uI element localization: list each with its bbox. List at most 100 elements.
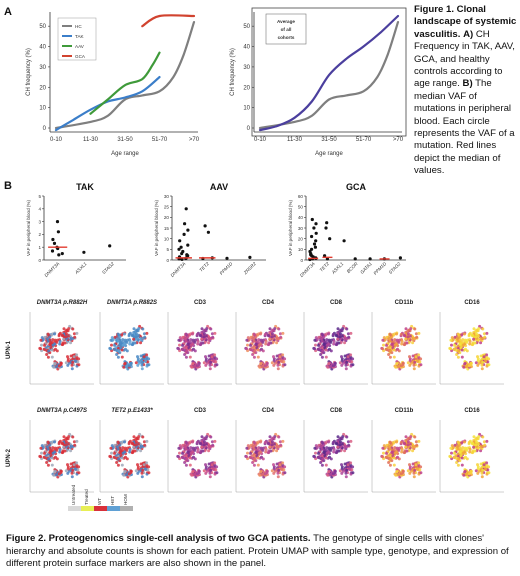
- caption-a-text: CH Frequency in TAK, AAV, GCA, and healt…: [414, 28, 515, 90]
- umap-cell: [394, 365, 398, 369]
- umap-cell: [136, 363, 140, 367]
- umap-cell: [207, 341, 211, 345]
- umap-cell: [43, 335, 47, 339]
- umap-cell: [264, 450, 268, 454]
- umap-cell: [396, 455, 399, 459]
- data-point: [353, 257, 357, 261]
- legend: HC TAK AAV GCA: [57, 17, 97, 61]
- umap-cell: [317, 343, 320, 347]
- umap-cell: [407, 328, 411, 332]
- umap-cell: [283, 363, 287, 367]
- umap-cell: [411, 337, 415, 341]
- umap-cell: [469, 469, 473, 473]
- umap-cell: [458, 335, 462, 339]
- umap-cell: [39, 347, 43, 351]
- umap-cell: [178, 336, 182, 340]
- umap-cell: [251, 337, 255, 341]
- umap-cell: [385, 443, 389, 447]
- umap-cell: [326, 473, 330, 477]
- data-point: [310, 234, 314, 239]
- y-tick-label: 0: [166, 258, 169, 263]
- umap-cell: [465, 448, 469, 452]
- figure1-caption-title: Figure 1. Clonal landscape of systemic v…: [414, 4, 517, 40]
- umap-cell: [416, 359, 419, 363]
- umap-cell: [69, 462, 73, 466]
- umap-cell: [115, 353, 119, 356]
- umap-cell: [58, 342, 62, 346]
- umap-cell: [275, 341, 279, 345]
- umap-cell: [66, 355, 69, 359]
- y-tick-label: 30: [164, 194, 170, 199]
- umap-cell: [449, 338, 453, 342]
- umap-cell: [54, 347, 57, 351]
- umap-cell: [60, 451, 64, 455]
- umap-cell: [204, 355, 207, 359]
- data-point: [314, 231, 318, 235]
- umap-cell: [400, 339, 404, 343]
- umap-cell: [485, 353, 489, 357]
- umap-cell: [474, 440, 478, 444]
- umap-cell: [134, 443, 138, 447]
- umap-cell: [211, 443, 215, 447]
- series-line-gca: [141, 14, 196, 28]
- legend-label-hc: HC: [75, 24, 82, 29]
- umap-cell: [196, 342, 200, 346]
- umap-cell: [60, 441, 64, 445]
- umap-cell: [263, 440, 267, 444]
- umap-panel: [448, 324, 491, 371]
- umap-cell: [145, 461, 149, 465]
- umap-cell: [204, 363, 208, 367]
- umap-cell: [75, 461, 79, 465]
- umap-cell: [202, 469, 206, 473]
- umap-cell: [327, 338, 331, 342]
- umap-cell: [142, 332, 146, 336]
- umap-cell: [198, 451, 202, 455]
- umap-cell: [207, 462, 211, 466]
- umap-cell: [395, 469, 399, 473]
- umap-cell: [486, 360, 490, 364]
- y-axis-label: VAF in peripheral blood (%): [288, 199, 293, 256]
- umap-cell: [279, 335, 283, 339]
- y-tick-label: 30: [243, 65, 250, 71]
- x-tick-label: STAG2: [101, 261, 115, 275]
- umap-cell: [464, 347, 467, 351]
- umap-cell: [132, 337, 136, 341]
- umap-cell: [259, 332, 262, 336]
- umap-panel-title: DNMT3A p.R882H: [37, 300, 88, 306]
- umap-cell: [453, 343, 456, 347]
- umap-cell: [249, 335, 253, 339]
- umap-cell: [412, 471, 416, 475]
- umap-cell: [146, 468, 150, 472]
- umap-cell: [384, 347, 388, 351]
- umap-cell: [395, 338, 399, 342]
- umap-cell: [458, 443, 462, 447]
- umap-cell: [74, 359, 77, 363]
- umap-cell: [319, 445, 323, 449]
- umap-cell: [325, 343, 329, 347]
- umap-cell: [281, 439, 285, 443]
- umap-cell: [450, 451, 453, 455]
- umap-cell: [112, 347, 116, 351]
- umap-cell: [407, 436, 411, 440]
- umap-cell: [313, 338, 317, 342]
- umap-cell: [144, 467, 147, 471]
- umap-cell: [53, 446, 57, 450]
- umap-cell: [463, 332, 466, 336]
- umap-cell: [127, 332, 131, 336]
- umap-cell: [121, 343, 125, 347]
- umap-cell: [40, 444, 44, 448]
- umap-cell: [65, 436, 69, 440]
- umap-cell: [461, 340, 464, 344]
- umap-cell: [265, 469, 269, 473]
- umap-cell: [465, 340, 469, 344]
- umap-cell: [349, 461, 353, 465]
- umap-cell: [276, 367, 280, 371]
- y-tick-label: 50: [298, 204, 304, 209]
- umap-cell: [266, 441, 270, 445]
- umap-cell: [270, 443, 274, 447]
- umap-cell: [481, 468, 485, 472]
- umap-cell: [180, 455, 184, 459]
- legend-label: HET: [110, 496, 115, 505]
- umap-cell: [417, 439, 421, 443]
- umap-cell: [343, 337, 347, 341]
